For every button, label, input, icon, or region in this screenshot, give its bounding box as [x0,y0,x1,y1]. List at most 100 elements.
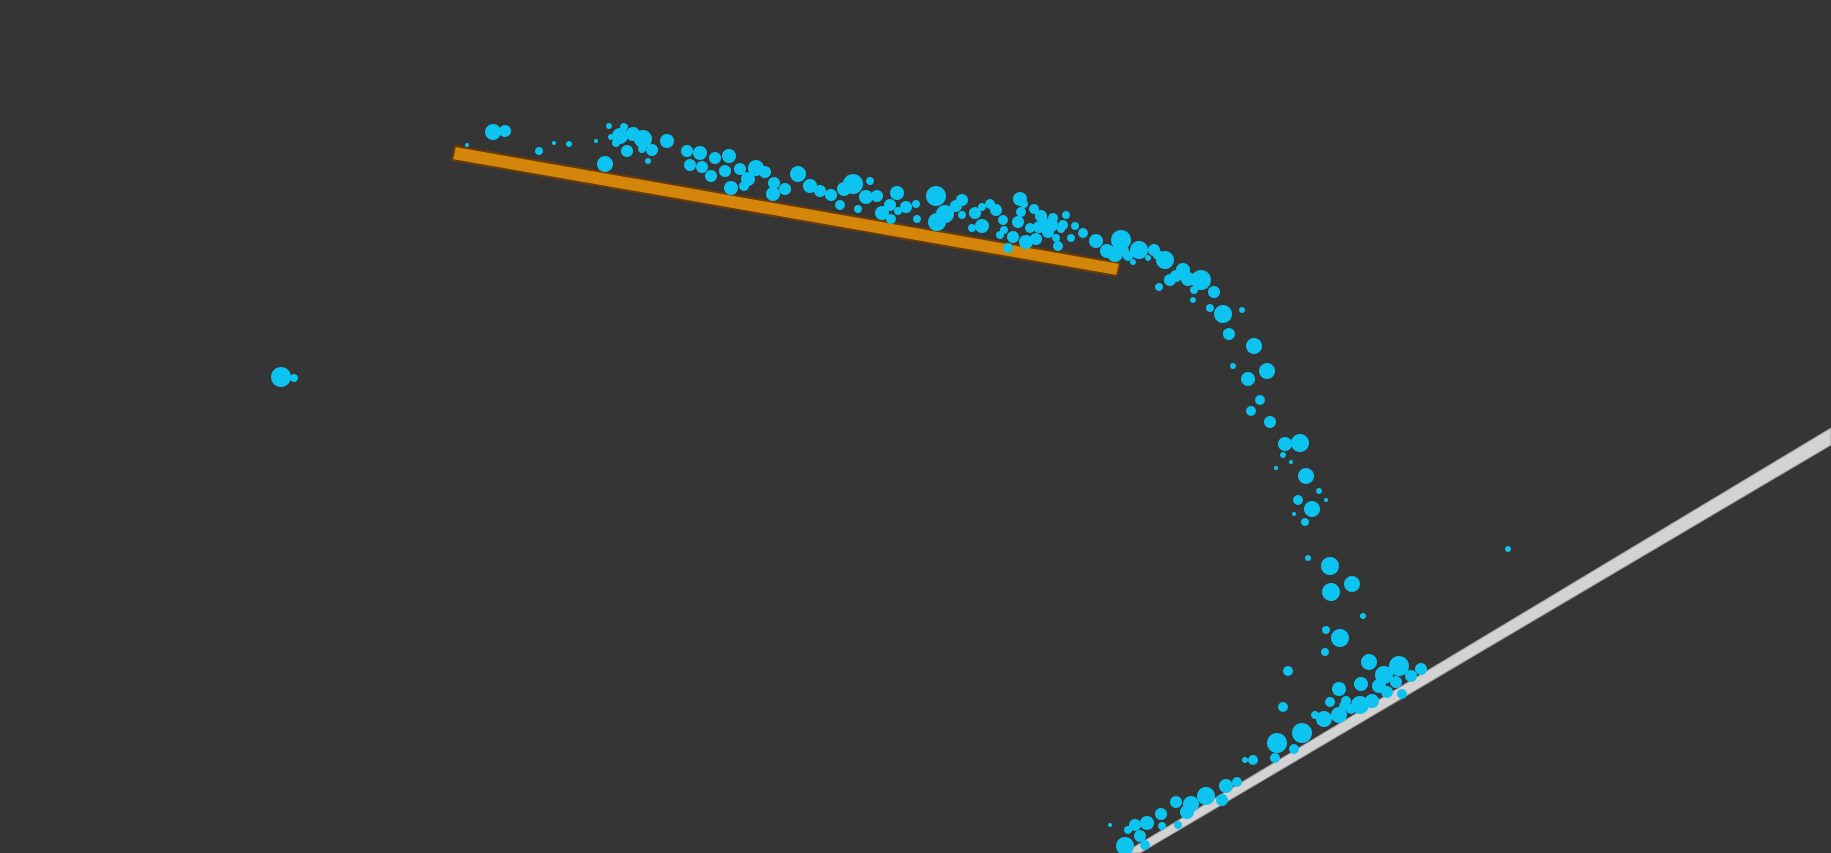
water-particle [1239,307,1245,313]
water-particle [465,143,469,147]
water-particle [1304,501,1320,517]
water-particle [1232,777,1242,787]
water-particle [1214,305,1232,323]
water-particle [1170,796,1182,808]
water-particle [1321,648,1329,656]
water-particle [759,166,771,178]
water-particle [790,166,806,182]
water-particle [1354,677,1368,691]
water-particle [779,183,791,195]
water-particle [1123,251,1133,261]
water-particle [1322,583,1340,601]
water-particle [1248,755,1258,765]
water-particle [1278,702,1288,712]
water-particle [620,123,628,131]
water-particle [1405,670,1417,682]
orange-plank[interactable] [450,144,1122,278]
water-particle [719,165,731,177]
water-particle [1158,822,1166,830]
water-particle [1108,823,1112,827]
water-particle [1062,211,1070,219]
water-particle [684,159,696,171]
water-particle [535,147,543,155]
water-particle [928,213,946,231]
water-particle [1246,338,1262,354]
water-particle [1053,241,1063,251]
water-particle [608,134,614,140]
water-particle [859,190,873,204]
water-particle [1180,805,1194,819]
water-particle [271,367,291,387]
static-ramp[interactable] [1123,427,1831,853]
water-particle [552,141,556,145]
water-particle [1316,488,1322,494]
water-particle [1325,697,1335,707]
water-particle [1191,270,1211,290]
water-particle [1298,468,1314,484]
water-particle [1155,283,1163,291]
water-particle [1012,216,1024,228]
water-particle [1129,819,1141,831]
water-particle [1289,744,1299,754]
water-particle [1025,223,1035,233]
water-particle [854,205,862,213]
water-particle [1242,757,1248,763]
water-particle [958,211,966,219]
water-particle [1190,286,1198,294]
water-particle [1155,808,1167,820]
water-particle [1071,222,1079,230]
water-particle [1134,830,1146,842]
water-particle [1331,707,1347,723]
water-particle [871,190,883,202]
water-particle [1206,304,1214,312]
water-particle [638,145,646,153]
water-particle [621,145,633,157]
water-particle [1255,395,1265,405]
water-particle [985,199,995,209]
water-particle [734,163,746,175]
water-particle [835,200,845,210]
water-particle [1130,241,1148,259]
water-particle [646,144,658,156]
water-particle [1293,495,1303,505]
water-particle [1078,228,1088,238]
water-particle [681,145,693,157]
water-particle [1164,274,1176,286]
water-particle [875,206,889,220]
water-particle [645,158,651,164]
water-particle [693,146,707,160]
water-particle [825,189,837,201]
water-particle [606,123,612,129]
water-particle [968,224,976,232]
water-particle [1140,840,1150,850]
water-particle [890,186,904,200]
water-particle [1246,406,1256,416]
water-particle [1111,230,1131,250]
water-particle [843,174,863,194]
water-particle [1305,555,1311,561]
water-particle [1174,821,1182,829]
water-particle [1301,518,1309,526]
water-particles [271,123,1511,853]
water-particle [612,139,620,147]
water-particle [1241,372,1255,386]
water-particle [1280,452,1286,458]
water-particle [886,214,896,224]
water-particle [1208,286,1220,298]
water-particle [1322,626,1330,634]
water-particle [1365,694,1379,708]
water-particle [722,149,736,163]
water-particle [768,177,780,189]
water-particle [1291,434,1309,452]
water-particle [1316,711,1332,727]
water-particle [1267,733,1287,753]
water-particle [1270,753,1280,763]
water-particle [1292,512,1296,516]
water-particle [1013,192,1027,206]
water-particle [1259,363,1275,379]
water-particle [485,124,501,140]
water-particle [597,156,613,172]
water-particle [1039,218,1051,230]
